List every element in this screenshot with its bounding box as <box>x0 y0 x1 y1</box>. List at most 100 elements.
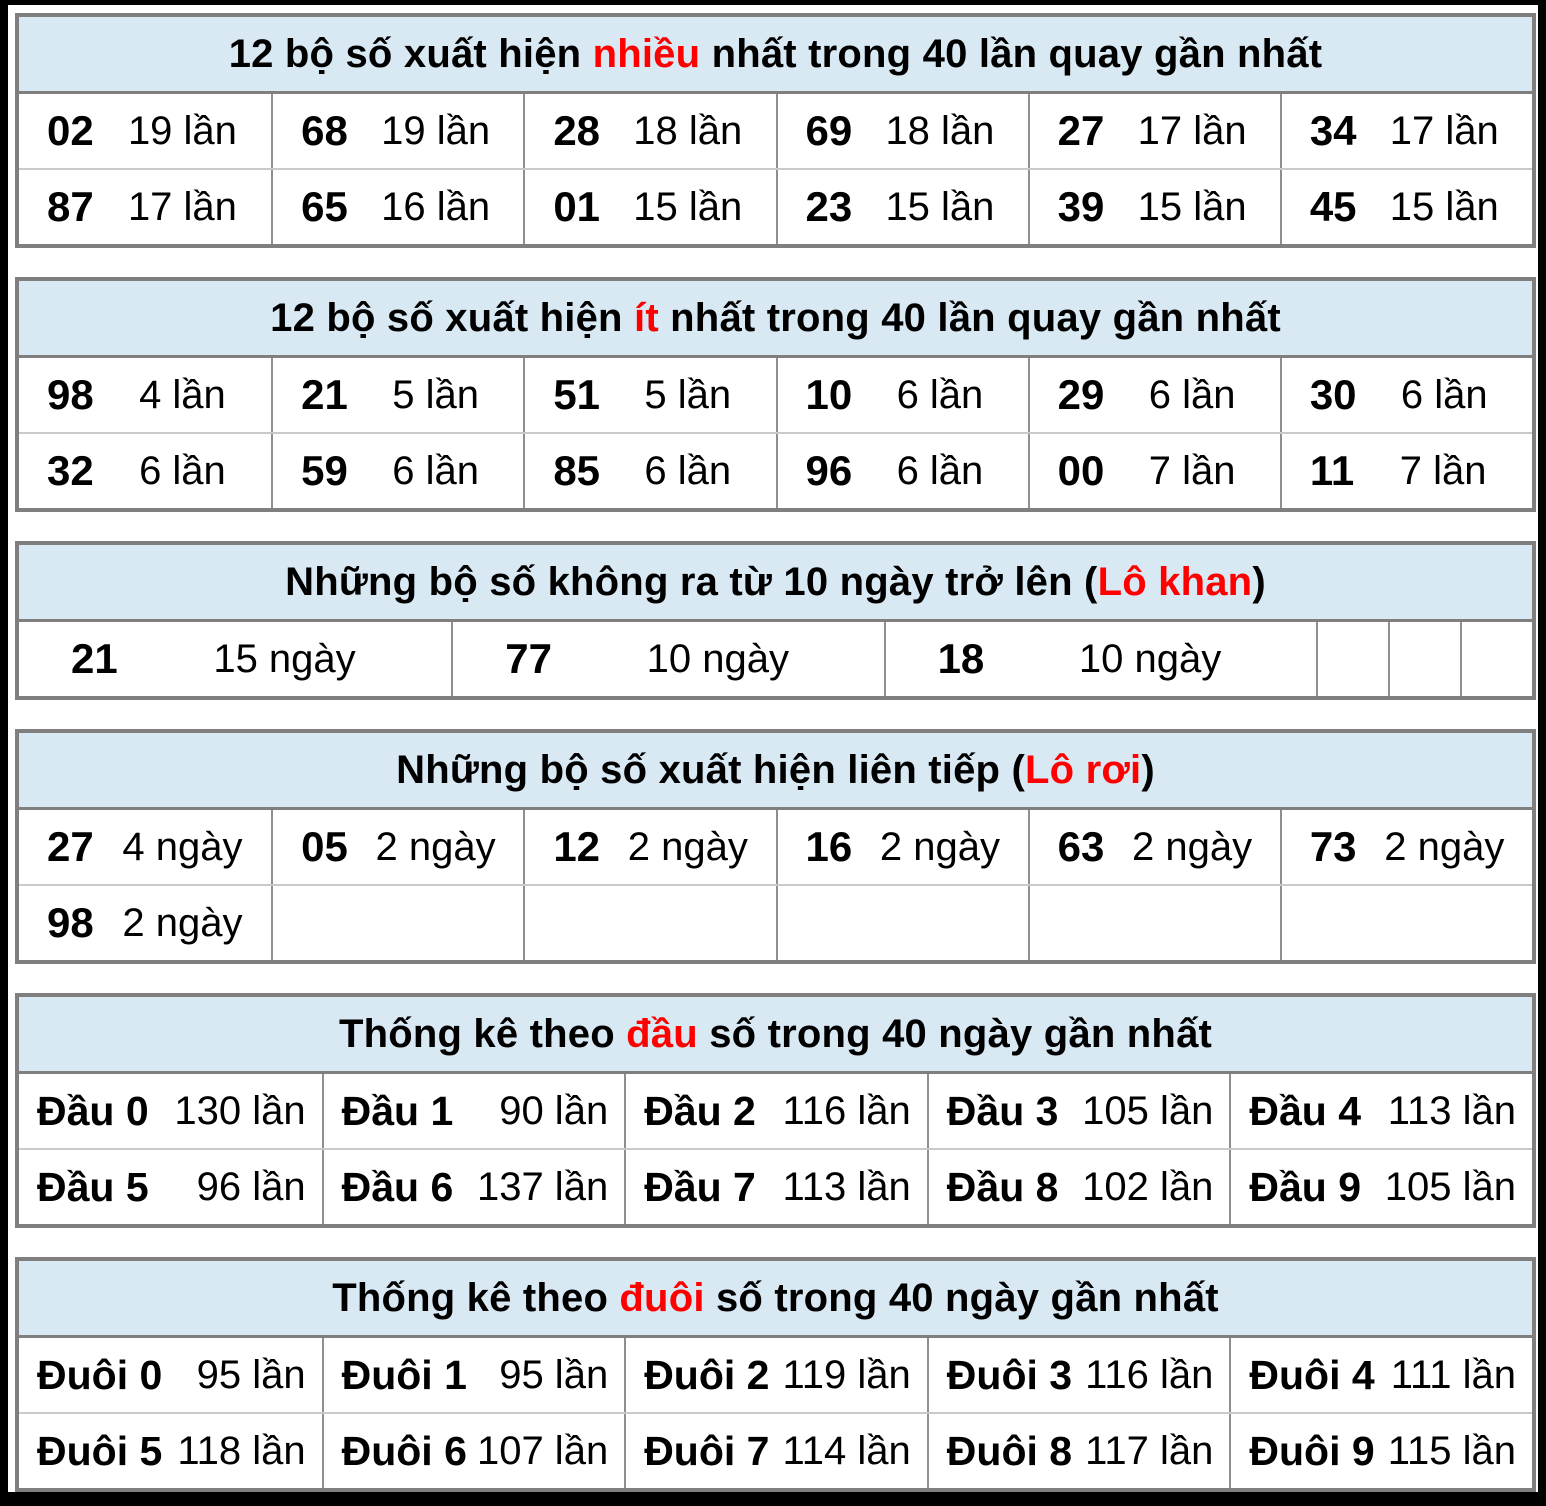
table-row: Đầu 0 130 lần Đầu 1 90 lần Đầu 2 116 lần Đầu 3… <box>19 1074 1532 1148</box>
stat-cell-empty <box>1459 622 1532 696</box>
cell-count: 90 lần <box>499 1088 609 1133</box>
stat-cell: 18 10 ngày <box>883 622 1316 696</box>
stat-cell: 30 6 lần <box>1279 358 1532 432</box>
title-text: 12 bộ số xuất hiện <box>270 295 635 340</box>
cell-count: 7 lần <box>1399 448 1487 493</box>
cell-number: 98 <box>47 371 94 418</box>
cell-count: 102 lần <box>1082 1164 1214 1209</box>
stat-cell-empty <box>1315 622 1388 696</box>
table-title-dau-stats: Thống kê theo đầu số trong 40 ngày gần n… <box>19 997 1532 1074</box>
stat-cell: 16 2 ngày <box>775 810 1028 884</box>
cell-count: 5 lần <box>392 372 479 417</box>
cell-count: 17 lần <box>1137 108 1247 153</box>
table-dau-stats: Thống kê theo đầu số trong 40 ngày gần n… <box>15 993 1536 1228</box>
cell-number: 10 <box>805 371 853 418</box>
cell-count: 17 lần <box>127 184 237 229</box>
cell-count: 116 lần <box>1085 1352 1214 1397</box>
cell-count: 114 lần <box>782 1428 911 1473</box>
stat-cell-empty <box>271 886 523 960</box>
stat-cell: 98 4 lần <box>19 358 271 432</box>
stat-cell: 63 2 ngày <box>1027 810 1280 884</box>
cell-count: 113 lần <box>1387 1088 1516 1133</box>
cell-count: 4 ngày <box>122 824 243 869</box>
cell-number: 39 <box>1057 183 1105 230</box>
table-row: 98 2 ngày <box>19 884 1532 960</box>
table-row: 98 4 lần 21 5 lần 51 5 lần 10 6 lần 29 6 lần 30 6 l… <box>19 358 1532 432</box>
cell-count: 10 ngày <box>1078 636 1222 681</box>
cell-count: 4 lần <box>139 372 226 417</box>
title-text: Những bộ số xuất hiện liên tiếp ( <box>396 747 1026 792</box>
cell-number: 68 <box>301 107 348 154</box>
cell-number: Đuôi 5 <box>37 1427 163 1474</box>
cell-number: 01 <box>553 183 601 230</box>
stat-cell: 65 16 lần <box>271 170 523 244</box>
stat-cell-empty <box>775 886 1028 960</box>
table-row: 21 15 ngày 77 10 ngày 18 10 ngày <box>19 622 1532 696</box>
cell-count: 118 lần <box>177 1428 306 1473</box>
cell-number: 87 <box>47 183 94 230</box>
cell-count: 2 ngày <box>375 824 496 869</box>
table-row: Đầu 5 96 lần Đầu 6 137 lần Đầu 7 113 lần Đầu 8… <box>19 1148 1532 1224</box>
cell-number: Đầu 3 <box>946 1087 1059 1134</box>
stat-cell: Đuôi 3 116 lần <box>926 1338 1230 1412</box>
cell-number: Đuôi 3 <box>946 1351 1073 1398</box>
cell-count: 15 lần <box>633 184 743 229</box>
cell-number: Đuôi 4 <box>1249 1351 1375 1398</box>
cell-count: 6 lần <box>896 448 984 493</box>
lottery-statistics-panel: 12 bộ số xuất hiện nhiều nhất trong 40 l… <box>8 5 1538 1492</box>
stat-cell: Đầu 0 130 lần <box>19 1074 322 1148</box>
stat-cell: Đuôi 8 117 lần <box>926 1414 1230 1488</box>
cell-number: 63 <box>1057 823 1105 870</box>
stat-cell-empty <box>1387 622 1460 696</box>
stat-cell: 98 2 ngày <box>19 886 271 960</box>
cell-count: 137 lần <box>476 1164 609 1209</box>
stat-cell: Đầu 3 105 lần <box>926 1074 1230 1148</box>
title-text: Thống kê theo <box>332 1275 620 1320</box>
stat-cell: 01 15 lần <box>523 170 775 244</box>
table-row: 27 4 ngày 05 2 ngày 12 2 ngày 16 2 ngày 63 2 ngày… <box>19 810 1532 884</box>
cell-number: 28 <box>553 107 601 154</box>
stat-cell: 27 4 ngày <box>19 810 271 884</box>
cell-number: 21 <box>301 371 348 418</box>
stat-cell: Đầu 7 113 lần <box>624 1150 927 1224</box>
cell-count: 2 ngày <box>1132 824 1253 869</box>
title-accent-text: Lô rơi <box>1025 747 1142 792</box>
cell-number: Đầu 4 <box>1249 1087 1362 1134</box>
cell-number: 18 <box>937 635 985 682</box>
cell-number: 85 <box>553 447 601 494</box>
cell-count: 15 lần <box>885 184 995 229</box>
stat-cell-empty <box>1027 886 1280 960</box>
cell-number: 27 <box>47 823 94 870</box>
cell-count: 116 lần <box>782 1088 911 1133</box>
stat-cell: Đuôi 6 107 lần <box>321 1414 625 1488</box>
cell-number: 59 <box>301 447 348 494</box>
table-most-frequent: 12 bộ số xuất hiện nhiều nhất trong 40 l… <box>15 13 1536 248</box>
cell-number: Đuôi 8 <box>946 1427 1073 1474</box>
stat-cell: Đuôi 7 114 lần <box>624 1414 927 1488</box>
cell-count: 5 lần <box>644 372 732 417</box>
title-accent-text: nhiều <box>592 31 701 76</box>
stat-cell: Đầu 2 116 lần <box>624 1074 927 1148</box>
title-text: nhất trong 40 lần quay gần nhất <box>700 31 1323 76</box>
cell-number: 51 <box>553 371 601 418</box>
cell-number: 32 <box>47 447 94 494</box>
stat-cell: Đuôi 9 115 lần <box>1229 1414 1532 1488</box>
cell-count: 119 lần <box>782 1352 911 1397</box>
table-title-lo-khan: Những bộ số không ra từ 10 ngày trở lên … <box>19 545 1532 622</box>
stat-cell: 85 6 lần <box>523 434 775 508</box>
cell-number: Đầu 5 <box>37 1163 149 1210</box>
stat-cell: 11 7 lần <box>1279 434 1532 508</box>
table-title-most-frequent: 12 bộ số xuất hiện nhiều nhất trong 40 l… <box>19 17 1532 94</box>
stat-cell: 59 6 lần <box>271 434 523 508</box>
stat-cell: 28 18 lần <box>523 94 775 168</box>
stat-cell: Đầu 5 96 lần <box>19 1150 322 1224</box>
stat-cell: 05 2 ngày <box>271 810 523 884</box>
table-row: 32 6 lần 59 6 lần 85 6 lần 96 6 lần 00 7 lần 11 7 l… <box>19 432 1532 508</box>
cell-count: 15 lần <box>1389 184 1499 229</box>
stat-cell: 87 17 lần <box>19 170 271 244</box>
cell-number: Đuôi 6 <box>341 1427 467 1474</box>
table-title-duoi-stats: Thống kê theo đuôi số trong 40 ngày gần … <box>19 1261 1532 1338</box>
cell-number: Đuôi 9 <box>1249 1427 1375 1474</box>
table-row: Đuôi 5 118 lần Đuôi 6 107 lần Đuôi 7 114 lần Đ… <box>19 1412 1532 1488</box>
cell-number: 21 <box>71 635 118 682</box>
